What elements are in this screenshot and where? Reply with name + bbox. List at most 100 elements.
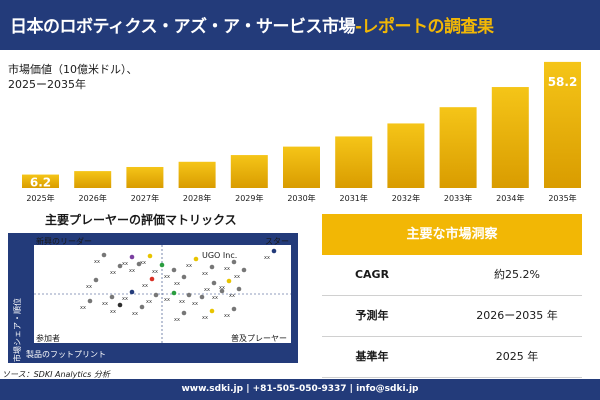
highlight-company-label: UGO Inc. <box>202 251 238 260</box>
matrix-point-label: xx <box>152 269 158 275</box>
matrix-point <box>209 308 215 314</box>
bar-2025年 <box>22 174 59 188</box>
matrix-point-label: xx <box>219 285 225 291</box>
matrix-point <box>271 248 277 254</box>
bar-2035年 <box>544 61 581 188</box>
bar-2034年 <box>491 87 529 188</box>
matrix-point-label: xx <box>192 301 198 307</box>
matrix-point-label: xx <box>80 305 86 311</box>
insight-key: CAGR <box>354 268 390 281</box>
bar-2029年 <box>230 155 268 188</box>
matrix-point-label: xx <box>234 274 240 280</box>
matrix-point-label: xx <box>86 284 92 290</box>
quadrant-stars: スター <box>265 237 289 246</box>
matrix-point <box>171 290 177 296</box>
chart-subtitle: 市場価値（10億米ドル）、 2025ー2035年 <box>8 62 138 92</box>
x-tick-label: 2025年 <box>26 193 54 203</box>
matrix-point-label: xx <box>174 317 180 323</box>
matrix-point-label: xx <box>202 315 208 321</box>
matrix-title: 主要プレーヤーの評価マトリックス <box>45 213 237 227</box>
insight-key: 基準年 <box>355 350 389 363</box>
bar-2026年 <box>74 171 112 188</box>
insight-key: 予測年 <box>355 309 389 322</box>
matrix-point-label: xx <box>212 295 218 301</box>
matrix-point-label: xx <box>186 263 192 269</box>
x-tick-label: 2033年 <box>444 193 472 203</box>
matrix-point <box>109 294 115 300</box>
matrix-point <box>181 310 187 316</box>
x-tick-label: 2027年 <box>131 193 159 203</box>
insights-panel-heading: 主要な市場洞察 <box>322 214 582 255</box>
matrix-point-label: xx <box>164 297 170 303</box>
matrix-point-label: xx <box>129 268 135 274</box>
x-tick-label: 2026年 <box>79 193 107 203</box>
matrix-point <box>159 262 165 268</box>
matrix-point-label: xx <box>174 281 180 287</box>
matrix-point-label: xx <box>110 309 116 315</box>
x-tick-label: 2029年 <box>235 193 263 203</box>
matrix-point <box>117 302 123 308</box>
matrix-point <box>231 259 237 265</box>
matrix-point-label: xx <box>179 299 185 305</box>
insight-value: 2025 年 <box>495 350 539 363</box>
matrix-point <box>139 304 145 310</box>
insight-value: 約25.2% <box>494 268 540 281</box>
x-tick-label: 2031年 <box>340 193 368 203</box>
matrix-point <box>231 306 237 312</box>
x-tick-label: 2034年 <box>496 193 524 203</box>
subtitle-line-2: 2025ー2035年 <box>8 78 86 91</box>
matrix-point-label: xx <box>224 266 230 272</box>
bar-2028年 <box>178 161 216 188</box>
x-tick-label: 2035年 <box>548 193 576 203</box>
bar-2031年 <box>335 136 373 188</box>
matrix-point <box>153 292 159 298</box>
bar-2030年 <box>283 146 320 188</box>
matrix-point <box>226 278 232 284</box>
matrix-point-label: xx <box>122 296 128 302</box>
matrix-point <box>181 274 187 280</box>
matrix-point-label: xx <box>122 261 128 267</box>
matrix-point <box>186 292 192 298</box>
insight-row-base-year: 基準年 2025 年 <box>322 337 582 378</box>
quadrant-pervasive-players: 普及プレーヤー <box>231 334 287 343</box>
matrix-point-label: xx <box>132 311 138 317</box>
matrix-point <box>147 253 153 259</box>
quadrant-participants: 参加者 <box>36 334 60 343</box>
footer-contact: www.sdki.jp | +81-505-050-9337 | info@sd… <box>0 379 600 400</box>
matrix-point <box>129 289 135 295</box>
matrix-point <box>193 256 199 262</box>
matrix-y-axis-label: 市場シェア・順位 <box>13 298 22 362</box>
x-tick-label: 2028年 <box>183 193 211 203</box>
matrix-point <box>171 267 177 273</box>
matrix-point-label: xx <box>102 301 108 307</box>
matrix-point-label: xx <box>94 259 100 265</box>
matrix-point <box>93 277 99 283</box>
matrix-point-label: xx <box>142 283 148 289</box>
matrix-point-label: xx <box>202 271 208 277</box>
matrix-point <box>241 267 247 273</box>
insight-row-cagr: CAGR 約25.2% <box>322 255 582 296</box>
matrix-point <box>149 276 155 282</box>
matrix-plot-area: xx xx xx xx xx xx xx xx xx xx xx xx xx xx xx xx xx xx xx xx… <box>33 237 292 344</box>
quadrant-emerging-leaders: 新興のリーダー <box>36 237 92 246</box>
matrix-point-label: xx <box>229 293 235 299</box>
matrix-point <box>129 254 135 260</box>
data-label: 6.2 <box>30 175 51 189</box>
insight-row-forecast: 予測年 2026ー2035 年 <box>322 296 582 337</box>
matrix-point-label: xx <box>146 299 152 305</box>
bar-2033年 <box>439 107 477 188</box>
x-tick-label: 2032年 <box>392 193 420 203</box>
matrix-point-label: xx <box>264 255 270 261</box>
matrix-point-label: xx <box>164 274 170 280</box>
data-label: 58.2 <box>548 75 578 89</box>
matrix-point <box>199 294 205 300</box>
source-note: ソース：SDKI Analytics 分析 <box>2 370 110 379</box>
matrix-point <box>136 261 142 267</box>
matrix-point <box>209 264 215 270</box>
title-main: 日本のロボティクス・アズ・ア・サービス市場 <box>10 17 355 37</box>
title-accent: レポートの調査果 <box>361 17 495 37</box>
matrix-point-label: xx <box>110 270 116 276</box>
bar-chart: 6.2 58.2 2025年 2026年 2027年 2028年 2029年 2030年 20… <box>22 61 581 203</box>
bar-2027年 <box>126 166 164 188</box>
